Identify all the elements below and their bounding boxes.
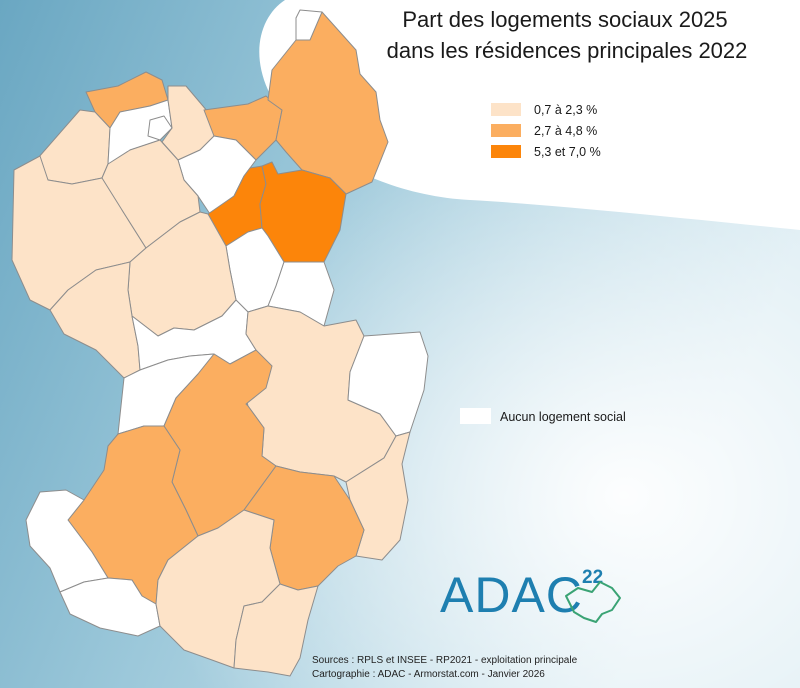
source-line-1: Sources : RPLS et INSEE - RP2021 - explo… — [312, 655, 578, 666]
legend-swatch-mid — [491, 124, 521, 137]
legend-label-mid: 2,7 à 4,8 % — [534, 124, 597, 138]
logo-superscript: 22 — [582, 567, 603, 588]
communes-layer — [11, 9, 429, 677]
legend-label-none: Aucun logement social — [500, 410, 626, 424]
adac-logo: ADAC 22 — [440, 567, 621, 623]
commune-ne-small[interactable] — [295, 9, 323, 41]
commune-high-2[interactable] — [259, 161, 347, 263]
map-title-line-2: dans les résidences principales 2022 — [387, 38, 748, 63]
legend-swatch-low — [491, 103, 521, 116]
source-line-2: Cartographie : ADAC - Armorstat.com - Ja… — [312, 669, 545, 680]
title-landmass — [259, 0, 800, 230]
logo-text: ADAC — [440, 567, 583, 623]
legend: 0,7 à 2,3 % 2,7 à 4,8 % 5,3 et 7,0 % — [491, 103, 601, 159]
legend-swatch-high — [491, 145, 521, 158]
map-title-line-1: Part des logements sociaux 2025 — [402, 7, 727, 32]
legend-swatch-none — [460, 408, 491, 424]
commune-south-2[interactable] — [233, 583, 319, 677]
commune-n-2[interactable] — [147, 115, 173, 141]
commune-center-1[interactable] — [101, 139, 201, 249]
legend-label-low: 0,7 à 2,3 % — [534, 103, 597, 117]
no-data-legend: Aucun logement social — [460, 408, 626, 424]
legend-label-high: 5,3 et 7,0 % — [534, 145, 601, 159]
logo-map-outline-icon — [565, 581, 621, 623]
